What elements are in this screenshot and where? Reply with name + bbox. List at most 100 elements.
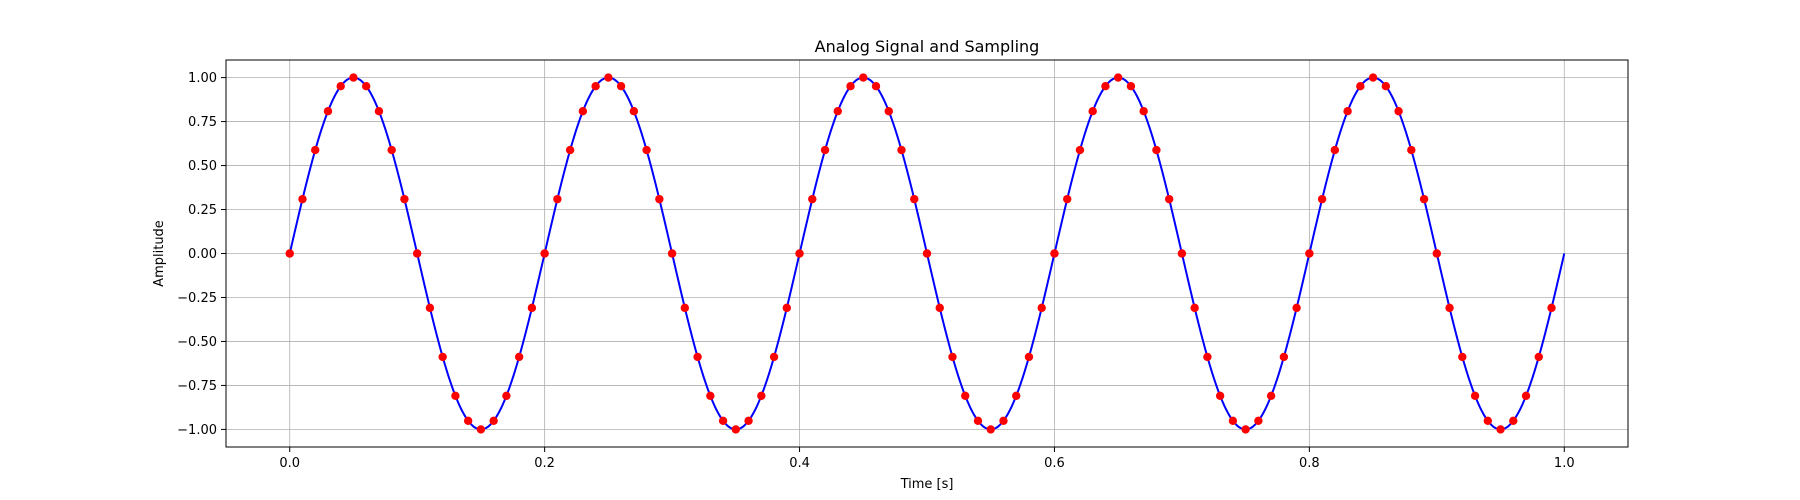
sample-point xyxy=(578,106,588,116)
x-tick-label: 1.0 xyxy=(1554,456,1575,471)
sample-point xyxy=(1075,145,1085,155)
sample-point xyxy=(591,82,600,91)
y-tick-label: 0.50 xyxy=(188,159,217,174)
sample-point xyxy=(961,391,970,401)
scatter-series xyxy=(285,73,1556,434)
sample-point xyxy=(1050,249,1059,258)
sample-point xyxy=(1407,145,1416,155)
sample-point xyxy=(833,106,842,116)
y-tick-label: 0.75 xyxy=(188,115,217,130)
sample-point xyxy=(1215,391,1225,401)
sample-point xyxy=(642,145,651,155)
sample-point xyxy=(311,145,320,155)
sample-point xyxy=(1152,145,1161,155)
sample-point xyxy=(718,416,728,425)
sample-point xyxy=(1088,106,1097,116)
sample-point xyxy=(999,416,1008,425)
sample-point xyxy=(1113,73,1123,82)
x-tick-label: 0.2 xyxy=(534,456,555,471)
sample-point xyxy=(502,391,511,401)
sample-point xyxy=(425,303,435,313)
sample-point xyxy=(871,82,881,91)
sample-point xyxy=(1279,352,1289,362)
sample-point xyxy=(731,425,741,434)
x-axis-label: Time [s] xyxy=(900,477,954,492)
sample-point xyxy=(1292,303,1301,313)
sample-point xyxy=(336,82,345,91)
y-tick-label: 0.00 xyxy=(188,247,217,262)
sample-point xyxy=(438,352,447,362)
x-tick-label: 0.0 xyxy=(279,456,300,471)
sample-point xyxy=(1470,391,1480,401)
sample-point xyxy=(1190,303,1199,313)
sample-point xyxy=(1037,303,1046,313)
sample-point xyxy=(1266,391,1276,401)
sample-point xyxy=(935,303,944,313)
sample-point xyxy=(655,194,664,204)
sample-point xyxy=(285,249,294,258)
sample-point xyxy=(769,352,779,362)
sample-point xyxy=(553,194,562,204)
sample-point xyxy=(1368,73,1378,82)
sample-point xyxy=(1203,352,1212,362)
y-tick-label: −0.75 xyxy=(177,379,217,394)
sample-point xyxy=(514,352,524,362)
sample-point xyxy=(1547,303,1556,313)
sample-point xyxy=(1343,106,1352,116)
sample-point xyxy=(629,106,639,116)
sample-point xyxy=(757,391,766,401)
sample-point xyxy=(820,145,830,155)
sample-point xyxy=(884,106,893,116)
sample-point xyxy=(1228,416,1238,425)
sample-point xyxy=(298,194,307,204)
sample-point xyxy=(362,82,371,91)
x-axis: 0.0 0.2 0.4 0.6 0.8 1.0 xyxy=(279,447,1575,471)
y-axis: −1.00 −0.75 −0.50 −0.25 0.00 0.25 0.50 0.75 1.00 xyxy=(177,71,226,438)
sample-point xyxy=(540,249,549,258)
sample-point xyxy=(948,352,957,362)
y-tick-label: 0.25 xyxy=(188,203,217,218)
x-tick-label: 0.4 xyxy=(789,456,810,471)
sample-point xyxy=(1101,82,1110,91)
sample-point xyxy=(565,145,575,155)
sample-point xyxy=(1305,249,1314,258)
sample-point xyxy=(1458,352,1467,362)
x-tick-label: 0.8 xyxy=(1299,456,1320,471)
sample-point xyxy=(1126,82,1136,91)
sample-point xyxy=(1509,416,1518,425)
sample-point xyxy=(808,194,817,204)
sample-point xyxy=(782,303,791,313)
sample-point xyxy=(489,416,498,425)
y-tick-label: −1.00 xyxy=(177,423,217,438)
x-tick-label: 0.6 xyxy=(1044,456,1065,471)
sample-point xyxy=(1534,352,1543,362)
sample-point xyxy=(795,249,804,258)
sample-point xyxy=(706,391,715,401)
sample-point xyxy=(1394,106,1403,116)
sample-point xyxy=(616,82,626,91)
sample-point xyxy=(400,194,409,204)
sample-point xyxy=(1483,416,1493,425)
y-axis-label: Amplitude xyxy=(152,220,167,287)
sample-point xyxy=(1356,82,1365,91)
sample-point xyxy=(986,425,995,434)
sample-point xyxy=(680,303,690,313)
sample-point xyxy=(412,249,422,258)
sample-point xyxy=(387,145,396,155)
sample-point xyxy=(1164,194,1174,204)
sample-point xyxy=(374,106,384,116)
sample-point xyxy=(1254,416,1263,425)
sample-point xyxy=(1241,425,1250,434)
sample-point xyxy=(922,249,932,258)
sample-point xyxy=(1063,194,1072,204)
sample-point xyxy=(910,194,919,204)
sample-point xyxy=(846,82,855,91)
sample-point xyxy=(463,416,473,425)
sample-point xyxy=(1177,249,1187,258)
y-tick-label: 1.00 xyxy=(188,71,217,86)
sample-point xyxy=(1139,106,1148,116)
sample-point xyxy=(1445,303,1454,313)
sample-point xyxy=(349,73,358,82)
